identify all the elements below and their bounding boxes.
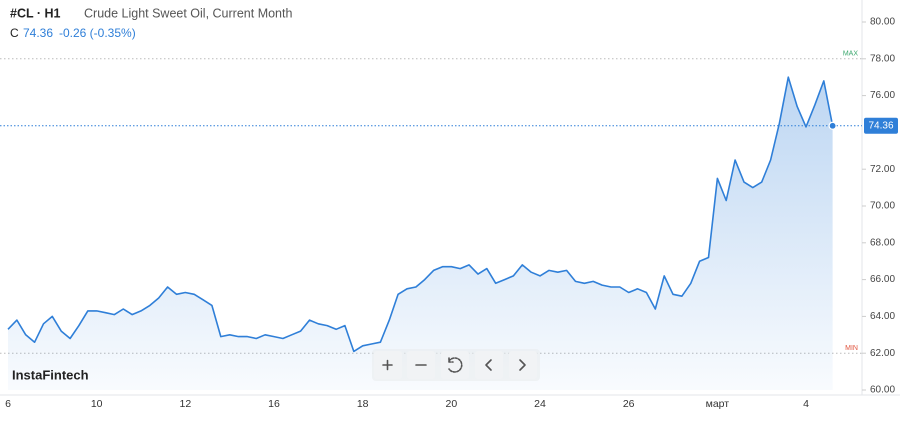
close-prefix: C — [10, 26, 19, 40]
price-line — [7, 76, 834, 353]
symbol: #CL · H1 — [10, 6, 61, 20]
max-line-label: MAX — [843, 51, 859, 58]
chart-title: Crude Light Sweet Oil, Current Month — [84, 6, 292, 20]
scroll-left-button[interactable] — [475, 351, 503, 379]
close-value: 74.36 — [23, 26, 53, 40]
zoom-in-button[interactable] — [374, 351, 402, 379]
y-tick-label: 72.00 — [870, 164, 895, 175]
last-price-label: 74.36 — [868, 120, 893, 131]
x-tick-label: 4 — [803, 398, 809, 410]
y-tick-label: 60.00 — [870, 385, 895, 396]
y-tick-label: 70.00 — [870, 201, 895, 212]
y-tick-label: 78.00 — [870, 53, 895, 64]
x-tick-label: 24 — [534, 398, 546, 410]
y-tick-label: 76.00 — [870, 90, 895, 101]
y-tick-label: 64.00 — [870, 311, 895, 322]
brand: InstaFintech — [12, 367, 89, 382]
x-tick-label: 6 — [5, 398, 11, 410]
x-tick-label: 12 — [179, 398, 191, 410]
reset-button[interactable] — [441, 351, 469, 379]
y-tick-label: 80.00 — [870, 17, 895, 28]
area — [8, 77, 833, 390]
min-line-label: MIN — [845, 345, 858, 352]
x-tick-label: 26 — [623, 398, 635, 410]
y-tick-label: 66.00 — [870, 274, 895, 285]
scroll-right-button[interactable] — [509, 351, 537, 379]
y-tick-label: 62.00 — [870, 348, 895, 359]
x-tick-label: март — [706, 398, 730, 410]
zoom-out-button[interactable] — [407, 351, 435, 379]
last-price-box — [864, 117, 898, 134]
x-tick-label: 18 — [357, 398, 369, 410]
x-tick-label: 16 — [268, 398, 280, 410]
x-tick-label: 10 — [91, 398, 103, 410]
y-tick-label: 68.00 — [870, 237, 895, 248]
x-tick-label: 20 — [446, 398, 458, 410]
change: -0.26 (-0.35%) — [59, 26, 136, 40]
plot — [0, 58, 862, 390]
toolbar — [372, 349, 540, 381]
last-point — [828, 121, 837, 130]
